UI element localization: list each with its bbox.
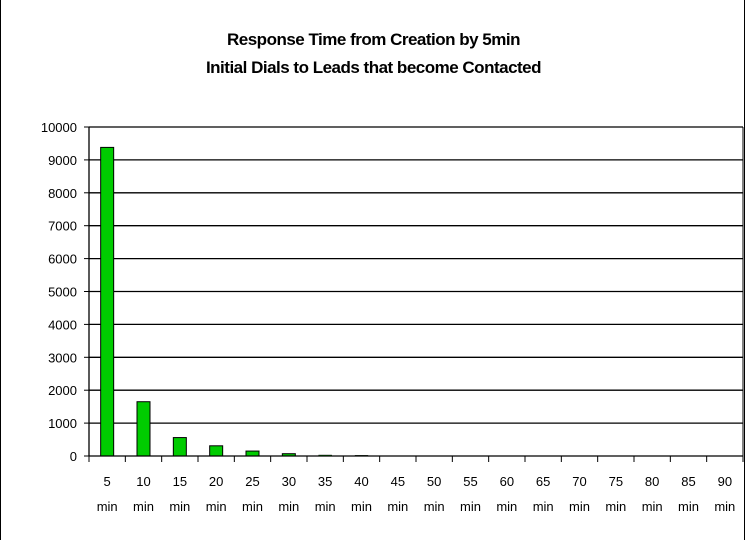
x-tick-label-number: 55 <box>463 474 477 489</box>
y-tick-label: 9000 <box>48 153 77 168</box>
x-tick-label-number: 75 <box>609 474 623 489</box>
x-tick-labels: 5 min 10 min 15 min 20 min 25 min 30 min 35 min 40 min 4… <box>97 474 736 514</box>
y-tick-label: 10000 <box>41 120 77 135</box>
bar <box>100 146 115 457</box>
x-tick-label-number: 80 <box>645 474 659 489</box>
x-tick-label-number: 90 <box>718 474 732 489</box>
x-tick-label-unit: min <box>642 499 663 514</box>
y-tick-label: 6000 <box>48 252 77 267</box>
x-tick-label-unit: min <box>714 499 735 514</box>
chart-title: Response Time from Creation by 5min <box>227 30 520 49</box>
y-tick-label: 4000 <box>48 317 77 332</box>
x-tick-label-number: 50 <box>427 474 441 489</box>
bar <box>136 401 151 457</box>
chart-title-block: Response Time from Creation by 5min Init… <box>1 26 745 82</box>
bar <box>172 437 187 457</box>
y-tick-label: 1000 <box>48 416 77 431</box>
x-tick-label-number: 5 <box>104 474 111 489</box>
y-tick-label: 8000 <box>48 186 77 201</box>
x-tick-label-number: 70 <box>572 474 586 489</box>
x-tick-label-number: 40 <box>354 474 368 489</box>
x-tick-label-unit: min <box>351 499 372 514</box>
axes <box>84 126 744 462</box>
x-tick-label-number: 30 <box>282 474 296 489</box>
x-tick-label-number: 65 <box>536 474 550 489</box>
x-tick-label-unit: min <box>278 499 299 514</box>
x-tick-label-number: 85 <box>681 474 695 489</box>
x-tick-label-unit: min <box>242 499 263 514</box>
y-tick-label: 7000 <box>48 219 77 234</box>
x-tick-label-number: 10 <box>136 474 150 489</box>
x-tick-label-unit: min <box>678 499 699 514</box>
bar <box>245 450 260 457</box>
x-tick-label-unit: min <box>605 499 626 514</box>
x-tick-label-unit: min <box>387 499 408 514</box>
x-tick-label-unit: min <box>569 499 590 514</box>
y-tick-label: 2000 <box>48 383 77 398</box>
x-tick-label-unit: min <box>424 499 445 514</box>
y-tick-labels: 0 1000 2000 3000 4000 5000 6000 7000 8000 9000 100… <box>41 120 77 464</box>
chart-subtitle: Initial Dials to Leads that become Conta… <box>205 58 542 77</box>
bar <box>209 445 224 457</box>
y-tick-label: 0 <box>70 449 77 464</box>
x-tick-label-number: 60 <box>500 474 514 489</box>
x-tick-label-unit: min <box>206 499 227 514</box>
x-tick-label-number: 15 <box>173 474 187 489</box>
gridlines <box>89 126 743 424</box>
x-tick-label-unit: min <box>133 499 154 514</box>
x-tick-label-unit: min <box>496 499 517 514</box>
x-tick-label-number: 25 <box>245 474 259 489</box>
y-tick-label: 3000 <box>48 350 77 365</box>
x-tick-label-unit: min <box>315 499 336 514</box>
x-tick-label-unit: min <box>460 499 481 514</box>
x-tick-label-unit: min <box>97 499 118 514</box>
bars <box>100 146 732 457</box>
x-tick-label-unit: min <box>169 499 190 514</box>
x-tick-label-number: 20 <box>209 474 223 489</box>
y-tick-label: 5000 <box>48 285 77 300</box>
x-tick-label-number: 35 <box>318 474 332 489</box>
x-tick-label-unit: min <box>533 499 554 514</box>
x-tick-label-number: 45 <box>391 474 405 489</box>
